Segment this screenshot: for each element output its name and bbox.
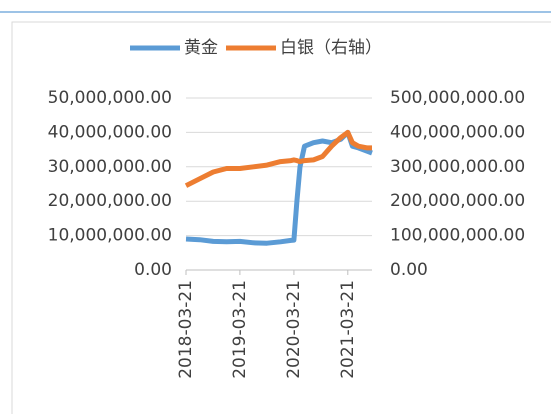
y-tick-label: 10,000,000.00 xyxy=(48,226,172,246)
y-tick-label: 20,000,000.00 xyxy=(48,191,172,211)
legend-label: 黄金 xyxy=(184,38,218,58)
y-tick-label: 0.00 xyxy=(134,260,172,280)
y-tick-label: 50,000,000.00 xyxy=(48,88,172,108)
y2-tick-label: 100,000,000.00 xyxy=(390,226,525,246)
y2-tick-label: 300,000,000.00 xyxy=(390,157,525,177)
series-line xyxy=(184,129,372,188)
y2-tick-label: 500,000,000.00 xyxy=(390,88,525,108)
y-tick-label: 40,000,000.00 xyxy=(48,122,172,142)
x-tick-label: 2021-03-21 xyxy=(338,280,358,379)
x-tick-label: 2018-03-21 xyxy=(176,280,196,379)
y2-tick-label: 200,000,000.00 xyxy=(390,191,525,211)
x-tick-label: 2020-03-21 xyxy=(284,280,304,379)
y-tick-label: 30,000,000.00 xyxy=(48,157,172,177)
chart-frame xyxy=(11,21,551,414)
y2-tick-label: 400,000,000.00 xyxy=(390,122,525,142)
legend-label: 白银（右轴） xyxy=(280,38,382,58)
x-tick-label: 2019-03-21 xyxy=(230,280,250,379)
y2-tick-label: 0.00 xyxy=(390,260,428,280)
